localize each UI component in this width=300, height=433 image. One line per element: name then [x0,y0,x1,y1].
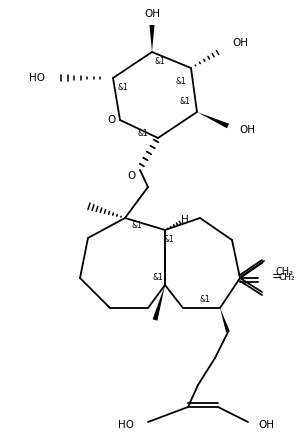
Text: &1: &1 [154,56,165,65]
Text: &1: &1 [180,97,190,107]
Text: HO: HO [118,420,134,430]
Text: &1: &1 [118,84,128,93]
Polygon shape [153,285,165,321]
Text: O: O [128,171,136,181]
Text: O: O [107,115,115,125]
Text: &1: &1 [132,222,142,230]
Text: CH₂: CH₂ [279,274,295,282]
Text: &1: &1 [138,129,148,138]
Text: &1: &1 [153,272,164,281]
Polygon shape [220,308,230,333]
Text: OH: OH [258,420,274,430]
Text: &1: &1 [200,295,210,304]
Polygon shape [197,112,229,128]
Text: HO: HO [29,73,45,83]
Text: OH: OH [232,38,248,48]
Polygon shape [149,25,154,52]
Text: &1: &1 [176,77,186,85]
Text: CH₂: CH₂ [275,267,293,277]
Text: OH: OH [239,125,255,135]
Text: &1: &1 [164,236,174,245]
Text: OH: OH [144,9,160,19]
Text: H: H [181,215,189,225]
Text: =: = [272,271,282,284]
